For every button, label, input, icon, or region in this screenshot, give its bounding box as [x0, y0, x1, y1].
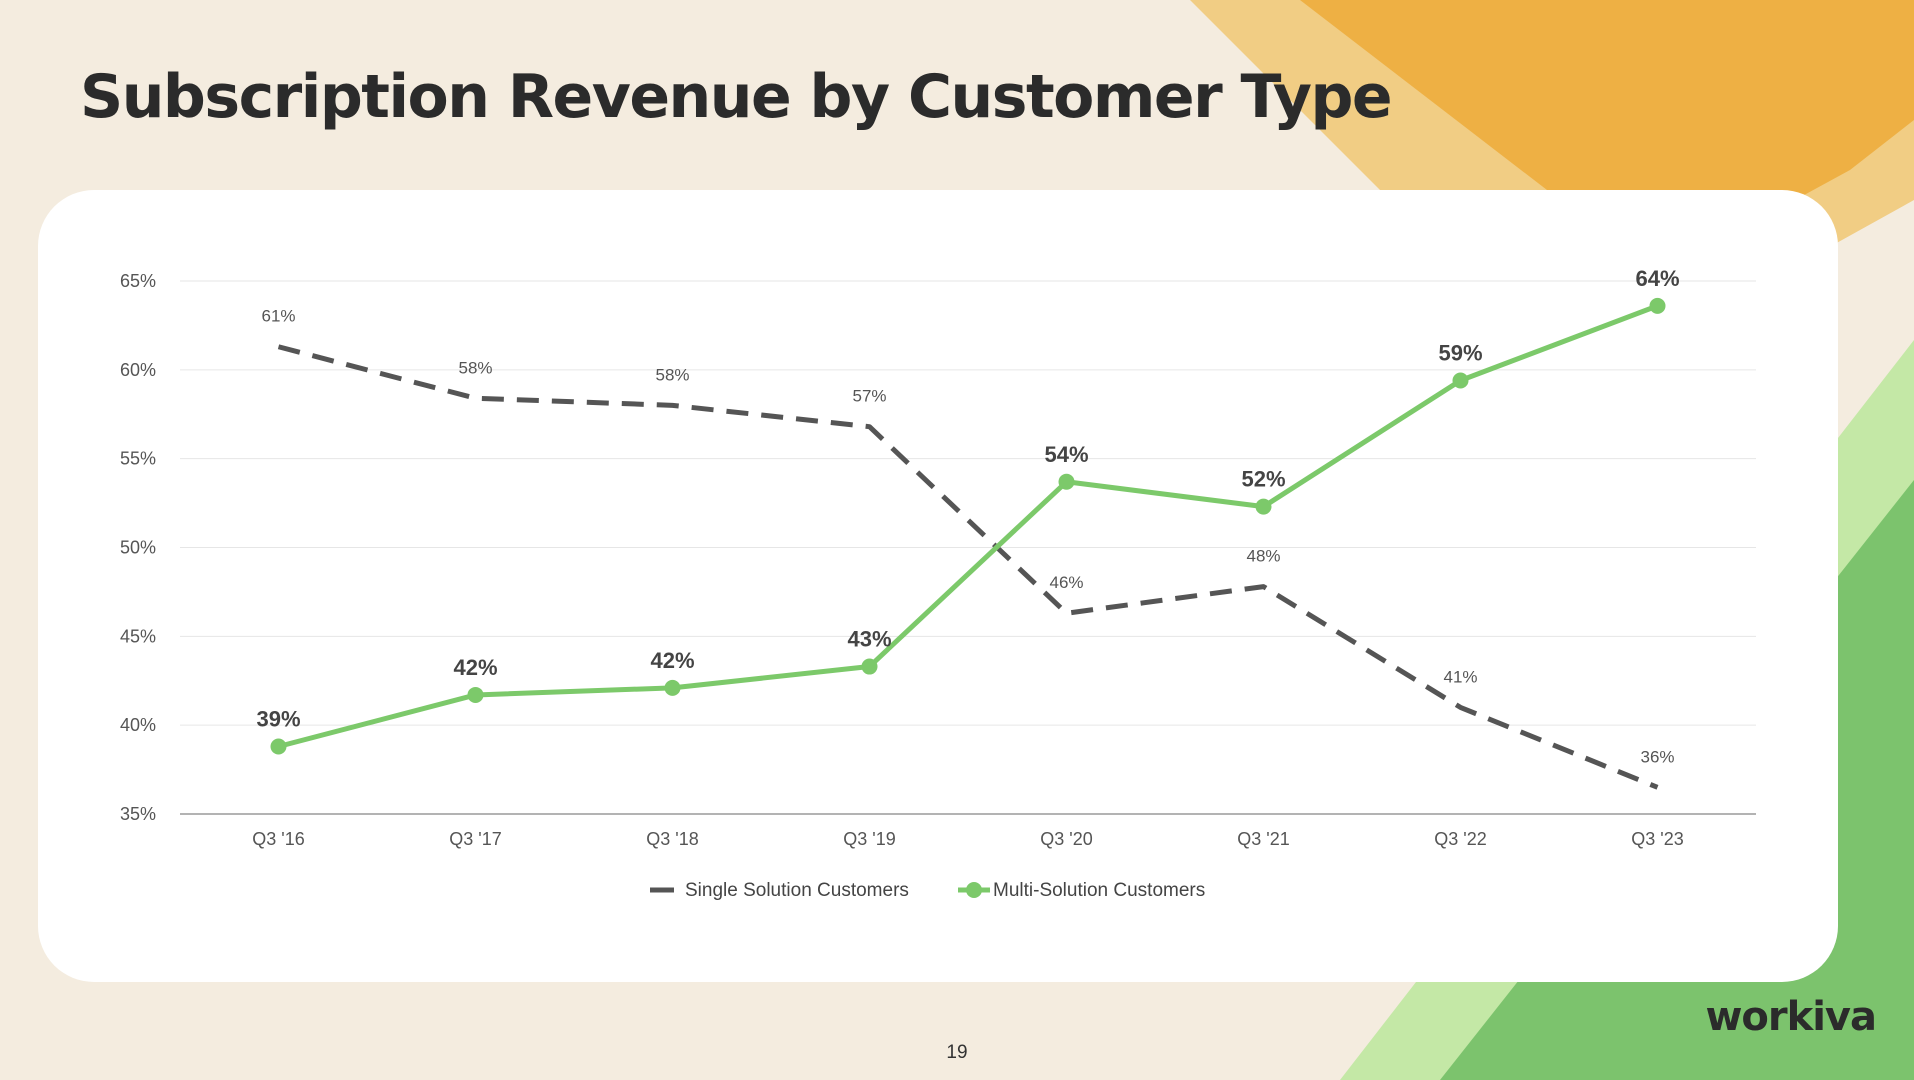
data-label-single-solution: 41%	[1443, 667, 1477, 686]
chart-card: 35% 40% 45% 50% 55% 60% 65% Q3 '16 Q3 '17 Q3 '18 Q…	[38, 190, 1838, 982]
data-point-multi-solution	[1452, 372, 1469, 389]
data-label-multi-solution: 42%	[453, 655, 497, 680]
data-label-multi-solution: 59%	[1438, 340, 1482, 365]
y-tick-label: 35%	[120, 804, 156, 824]
chart-legend: Single Solution Customers Multi-Solution …	[650, 880, 1205, 901]
data-point-multi-solution	[861, 658, 878, 675]
line-chart: 35% 40% 45% 50% 55% 60% 65% Q3 '16 Q3 '17 Q3 '18 Q…	[120, 266, 1756, 901]
x-tick-label: Q3 '20	[1040, 829, 1092, 849]
workiva-logo: workiva	[1705, 994, 1877, 1040]
data-label-single-solution: 46%	[1049, 573, 1083, 592]
series-line-multi-solution	[277, 303, 1659, 749]
data-label-single-solution: 58%	[655, 365, 689, 384]
slide-title: Subscription Revenue by Customer Type	[80, 62, 1393, 132]
orange-band	[1300, 0, 1914, 230]
page-number: 19	[946, 1042, 968, 1063]
x-tick-label: Q3 '17	[449, 829, 501, 849]
data-point-multi-solution	[664, 679, 681, 696]
x-tick-label: Q3 '19	[843, 829, 895, 849]
data-point-multi-solution	[467, 686, 484, 703]
legend-marker-multi-solution	[966, 882, 982, 898]
data-point-multi-solution	[1058, 473, 1075, 490]
y-tick-label: 40%	[120, 715, 156, 735]
x-tick-label: Q3 '21	[1237, 829, 1289, 849]
data-label-multi-solution: 42%	[650, 648, 694, 673]
y-tick-label: 45%	[120, 626, 156, 646]
y-tick-label: 55%	[120, 449, 156, 469]
data-label-multi-solution: 54%	[1044, 442, 1088, 467]
data-label-multi-solution: 43%	[847, 627, 891, 652]
data-point-multi-solution	[1255, 498, 1272, 515]
x-tick-label: Q3 '22	[1434, 829, 1486, 849]
data-label-single-solution: 48%	[1246, 547, 1280, 566]
data-label-single-solution: 58%	[458, 358, 492, 377]
y-tick-label: 65%	[120, 271, 156, 291]
y-tick-label: 60%	[120, 360, 156, 380]
series-line-single-solution	[277, 344, 1659, 790]
data-point-multi-solution	[270, 738, 287, 755]
legend-label-single-solution: Single Solution Customers	[685, 880, 909, 901]
x-tick-label: Q3 '23	[1631, 829, 1683, 849]
data-label-multi-solution: 39%	[256, 706, 300, 731]
x-tick-label: Q3 '18	[646, 829, 698, 849]
data-label-multi-solution: 64%	[1635, 266, 1679, 291]
x-tick-label: Q3 '16	[252, 829, 304, 849]
data-label-single-solution: 61%	[261, 307, 295, 326]
legend-label-multi-solution: Multi-Solution Customers	[993, 880, 1205, 901]
data-label-single-solution: 57%	[852, 387, 886, 406]
data-point-multi-solution	[1649, 297, 1666, 314]
y-tick-label: 50%	[120, 538, 156, 558]
data-label-multi-solution: 52%	[1241, 467, 1285, 492]
data-label-single-solution: 36%	[1640, 747, 1674, 766]
